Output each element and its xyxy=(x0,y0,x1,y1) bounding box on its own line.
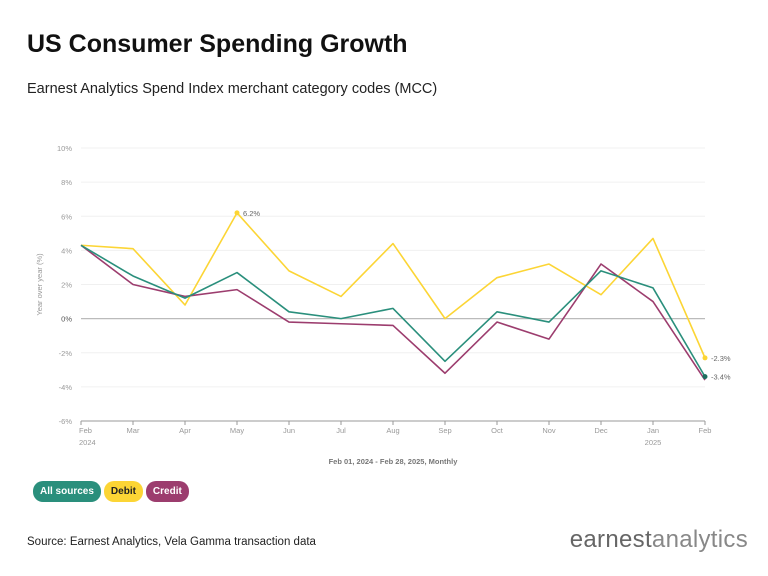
x-tick-label: Jul xyxy=(336,426,346,435)
x-tick-label: Apr xyxy=(179,426,191,435)
series-line-debit xyxy=(80,212,706,359)
data-point xyxy=(702,355,708,361)
logo-part1: earnest xyxy=(569,526,652,553)
x-tick-label: Aug xyxy=(386,426,399,435)
data-label: 6.2% xyxy=(243,209,260,218)
legend-item[interactable]: Debit xyxy=(103,481,143,502)
series-line-credit xyxy=(80,244,706,381)
year-label: 2024 xyxy=(79,438,96,447)
x-tick-label: Dec xyxy=(594,426,608,435)
series-line-all-sources xyxy=(80,244,706,378)
y-tick-label: -6% xyxy=(59,417,73,426)
x-tick-label: Oct xyxy=(491,426,504,435)
x-tick-label: May xyxy=(230,426,244,435)
y-tick-label: 0% xyxy=(61,315,72,324)
x-axis-label: Feb 01, 2024 - Feb 28, 2025, Monthly xyxy=(329,457,459,466)
y-tick-label: 10% xyxy=(57,144,72,153)
data-point xyxy=(234,210,240,216)
legend: All sources Debit Credit xyxy=(33,481,189,502)
y-tick-label: 4% xyxy=(61,246,72,255)
x-tick-label: Mar xyxy=(127,426,140,435)
x-tick-label: Jun xyxy=(283,426,295,435)
year-label: 2025 xyxy=(645,438,662,447)
data-label: -3.4% xyxy=(711,373,731,382)
y-tick-label: 6% xyxy=(61,212,72,221)
y-tick-label: -2% xyxy=(59,349,73,358)
data-point xyxy=(702,374,708,380)
y-tick-label: 2% xyxy=(61,281,72,290)
chart-title: US Consumer Spending Growth xyxy=(27,30,408,58)
x-tick-label: Jan xyxy=(647,426,659,435)
data-label: -2.3% xyxy=(711,354,731,363)
x-tick-label: Feb xyxy=(79,426,92,435)
y-tick-label: -4% xyxy=(59,383,73,392)
x-tick-label: Feb xyxy=(699,426,712,435)
chart-subtitle: Earnest Analytics Spend Index merchant c… xyxy=(27,81,438,97)
legend-item[interactable]: Credit xyxy=(145,481,189,502)
y-tick-label: 8% xyxy=(61,178,72,187)
legend-item[interactable]: All sources xyxy=(33,481,101,502)
y-axis-label: Year over year (%) xyxy=(35,253,44,316)
x-tick-label: Nov xyxy=(542,426,556,435)
source-note: Source: Earnest Analytics, Vela Gamma tr… xyxy=(27,536,316,548)
logo-part2: analytics xyxy=(651,526,748,553)
x-tick-label: Sep xyxy=(438,426,451,435)
logo: earnestanalytics xyxy=(570,526,748,554)
